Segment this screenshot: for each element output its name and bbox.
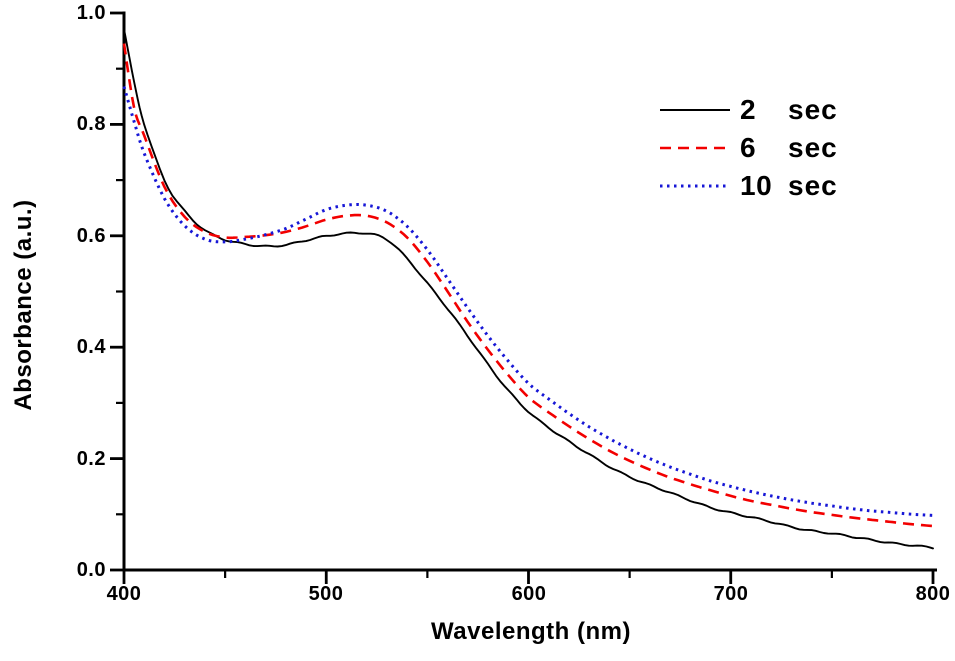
x-tick-label-700: 700 xyxy=(713,583,749,605)
x-axis-title: Wavelength (nm) xyxy=(431,618,631,645)
legend-item-10sec: 10 sec xyxy=(658,167,838,205)
legend: 2 sec 6 sec 10 sec xyxy=(658,91,838,205)
legend-line-sample-10sec xyxy=(658,179,732,193)
curve-2-sec xyxy=(123,28,934,550)
legend-label-num: 10 xyxy=(740,170,773,201)
legend-label-unit: sec xyxy=(788,94,838,125)
x-tick-label-800: 800 xyxy=(915,583,951,605)
legend-item-6sec: 6 sec xyxy=(658,129,838,167)
legend-line-sample-6sec xyxy=(658,141,732,155)
x-tick-label-500: 500 xyxy=(308,583,344,605)
y-tick-label-0.0: 0.0 xyxy=(76,559,106,581)
y-tick-label-0.6: 0.6 xyxy=(76,225,106,247)
legend-label-num: 2 xyxy=(740,94,757,125)
legend-label-unit: sec xyxy=(788,132,838,163)
y-tick-label-0.8: 0.8 xyxy=(76,113,106,135)
legend-line-sample-2sec xyxy=(658,103,732,117)
y-tick-label-1.0: 1.0 xyxy=(76,2,106,24)
legend-label-num: 6 xyxy=(740,132,757,163)
x-tick-label-400: 400 xyxy=(106,583,142,605)
legend-item-2sec: 2 sec xyxy=(658,91,838,129)
legend-label-unit: sec xyxy=(788,170,838,201)
y-axis-title: Absorbance (a.u.) xyxy=(10,199,37,411)
y-tick-label-0.4: 0.4 xyxy=(76,336,106,358)
y-tick-label-0.2: 0.2 xyxy=(76,448,106,470)
x-tick-label-600: 600 xyxy=(511,583,547,605)
